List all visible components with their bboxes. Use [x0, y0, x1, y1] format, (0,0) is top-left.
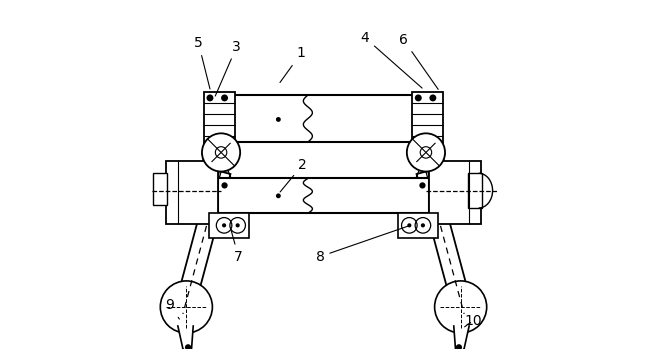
Circle shape	[415, 94, 422, 101]
Text: 6: 6	[399, 33, 438, 89]
Circle shape	[435, 281, 487, 333]
Text: 2: 2	[280, 158, 307, 192]
Circle shape	[160, 281, 212, 333]
Circle shape	[421, 223, 425, 228]
Circle shape	[202, 133, 240, 172]
Bar	[166, 161, 217, 224]
Circle shape	[419, 182, 426, 189]
Bar	[468, 173, 482, 208]
Circle shape	[455, 344, 462, 350]
Circle shape	[276, 117, 281, 122]
Bar	[209, 213, 249, 238]
Circle shape	[185, 344, 192, 350]
Bar	[204, 92, 235, 147]
Bar	[217, 178, 430, 213]
Text: 10: 10	[464, 314, 481, 328]
Polygon shape	[454, 325, 469, 350]
Circle shape	[276, 194, 281, 198]
Circle shape	[206, 94, 214, 101]
Polygon shape	[417, 169, 474, 316]
Circle shape	[430, 94, 436, 101]
Text: 4: 4	[361, 31, 422, 88]
Bar	[225, 95, 422, 142]
Circle shape	[221, 94, 228, 101]
Circle shape	[236, 223, 240, 228]
Circle shape	[222, 223, 226, 228]
Bar	[430, 161, 481, 224]
Bar	[412, 92, 443, 147]
Text: 1: 1	[280, 47, 305, 83]
Text: 7: 7	[230, 228, 243, 264]
Circle shape	[407, 223, 411, 228]
Bar	[398, 213, 438, 238]
Polygon shape	[178, 325, 193, 350]
Text: 8: 8	[316, 226, 408, 264]
Text: 9: 9	[166, 298, 179, 319]
Text: 5: 5	[194, 36, 210, 89]
Polygon shape	[173, 169, 230, 316]
Text: 3: 3	[215, 40, 241, 96]
Circle shape	[221, 182, 228, 189]
Bar	[153, 173, 166, 204]
Circle shape	[407, 133, 445, 172]
